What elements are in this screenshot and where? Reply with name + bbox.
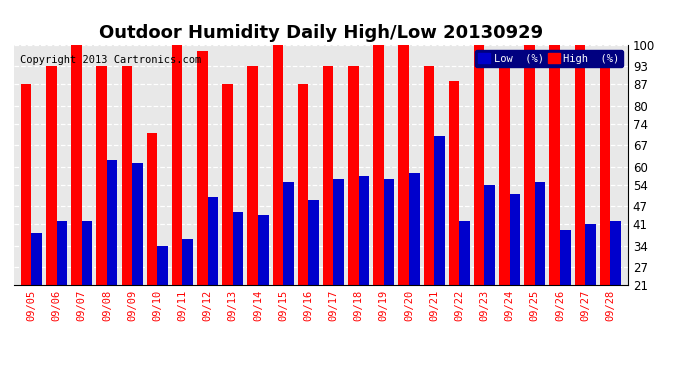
Bar bbox=[610, 221, 621, 285]
Bar bbox=[247, 66, 258, 285]
Bar bbox=[222, 84, 233, 285]
Bar bbox=[147, 133, 157, 285]
Bar bbox=[524, 45, 535, 285]
Bar bbox=[535, 182, 545, 285]
Bar bbox=[398, 45, 409, 285]
Bar bbox=[460, 221, 470, 285]
Bar bbox=[297, 84, 308, 285]
Bar bbox=[373, 45, 384, 285]
Bar bbox=[308, 200, 319, 285]
Bar bbox=[57, 221, 67, 285]
Bar bbox=[157, 246, 168, 285]
Bar bbox=[484, 185, 495, 285]
Bar bbox=[585, 224, 595, 285]
Bar bbox=[121, 66, 132, 285]
Bar bbox=[424, 66, 434, 285]
Bar bbox=[283, 182, 294, 285]
Bar bbox=[448, 81, 460, 285]
Bar bbox=[499, 57, 510, 285]
Bar bbox=[71, 45, 81, 285]
Bar bbox=[32, 233, 42, 285]
Bar bbox=[560, 230, 571, 285]
Bar bbox=[132, 164, 143, 285]
Bar bbox=[258, 215, 268, 285]
Bar bbox=[333, 178, 344, 285]
Bar bbox=[208, 197, 218, 285]
Bar bbox=[384, 178, 395, 285]
Bar bbox=[348, 66, 359, 285]
Bar bbox=[46, 66, 57, 285]
Bar bbox=[575, 45, 585, 285]
Bar bbox=[197, 51, 208, 285]
Bar bbox=[107, 160, 117, 285]
Bar bbox=[172, 45, 182, 285]
Bar bbox=[233, 212, 244, 285]
Bar bbox=[273, 45, 283, 285]
Bar bbox=[549, 45, 560, 285]
Text: Copyright 2013 Cartronics.com: Copyright 2013 Cartronics.com bbox=[20, 55, 201, 64]
Bar bbox=[182, 239, 193, 285]
Bar bbox=[409, 172, 420, 285]
Bar bbox=[434, 136, 444, 285]
Bar bbox=[97, 66, 107, 285]
Bar bbox=[600, 60, 610, 285]
Bar bbox=[474, 45, 484, 285]
Bar bbox=[21, 84, 32, 285]
Legend: Low  (%), High  (%): Low (%), High (%) bbox=[475, 50, 622, 67]
Bar bbox=[81, 221, 92, 285]
Title: Outdoor Humidity Daily High/Low 20130929: Outdoor Humidity Daily High/Low 20130929 bbox=[99, 24, 543, 42]
Bar bbox=[323, 66, 333, 285]
Bar bbox=[359, 176, 369, 285]
Bar bbox=[510, 194, 520, 285]
